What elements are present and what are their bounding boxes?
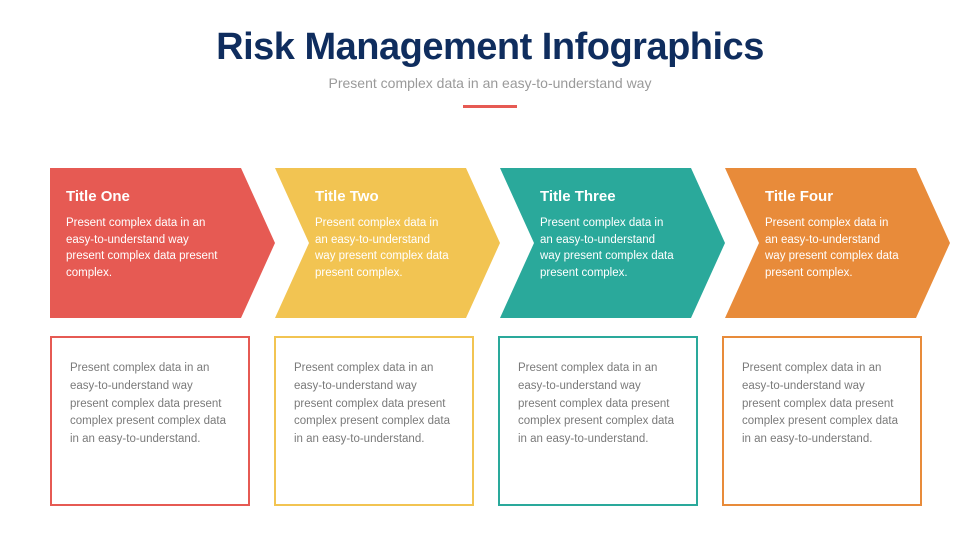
- arrow-body-1: Present complex data in an easy-to-under…: [66, 215, 226, 282]
- arrow-title-4: Title Four: [765, 188, 901, 205]
- title-divider: [463, 105, 517, 108]
- arrow-content-2: Title Two Present complex data in an eas…: [275, 168, 465, 318]
- arrow-content-1: Title One Present complex data in an eas…: [50, 168, 240, 318]
- arrow-content-3: Title Three Present complex data in an e…: [500, 168, 690, 318]
- text-box-3: Present complex data in an easy-to-under…: [498, 336, 698, 506]
- page-subtitle: Present complex data in an easy-to-under…: [0, 75, 980, 91]
- arrow-step-2: Title Two Present complex data in an eas…: [275, 168, 500, 318]
- box-body-2: Present complex data in an easy-to-under…: [294, 360, 454, 449]
- arrow-title-2: Title Two: [315, 188, 451, 205]
- arrow-step-4: Title Four Present complex data in an ea…: [725, 168, 950, 318]
- text-box-1: Present complex data in an easy-to-under…: [50, 336, 250, 506]
- arrow-title-3: Title Three: [540, 188, 676, 205]
- arrow-content-4: Title Four Present complex data in an ea…: [725, 168, 915, 318]
- text-box-2: Present complex data in an easy-to-under…: [274, 336, 474, 506]
- box-body-3: Present complex data in an easy-to-under…: [518, 360, 678, 449]
- arrow-body-3: Present complex data in an easy-to-under…: [540, 215, 676, 282]
- text-box-4: Present complex data in an easy-to-under…: [722, 336, 922, 506]
- description-boxes-row: Present complex data in an easy-to-under…: [50, 336, 940, 506]
- arrow-body-4: Present complex data in an easy-to-under…: [765, 215, 901, 282]
- header: Risk Management Infographics Present com…: [0, 0, 980, 108]
- process-arrows-row: Title One Present complex data in an eas…: [50, 168, 970, 318]
- arrow-step-1: Title One Present complex data in an eas…: [50, 168, 275, 318]
- arrow-step-3: Title Three Present complex data in an e…: [500, 168, 725, 318]
- page-title: Risk Management Infographics: [0, 26, 980, 69]
- arrow-body-2: Present complex data in an easy-to-under…: [315, 215, 451, 282]
- box-body-1: Present complex data in an easy-to-under…: [70, 360, 230, 449]
- box-body-4: Present complex data in an easy-to-under…: [742, 360, 902, 449]
- arrow-title-1: Title One: [66, 188, 226, 205]
